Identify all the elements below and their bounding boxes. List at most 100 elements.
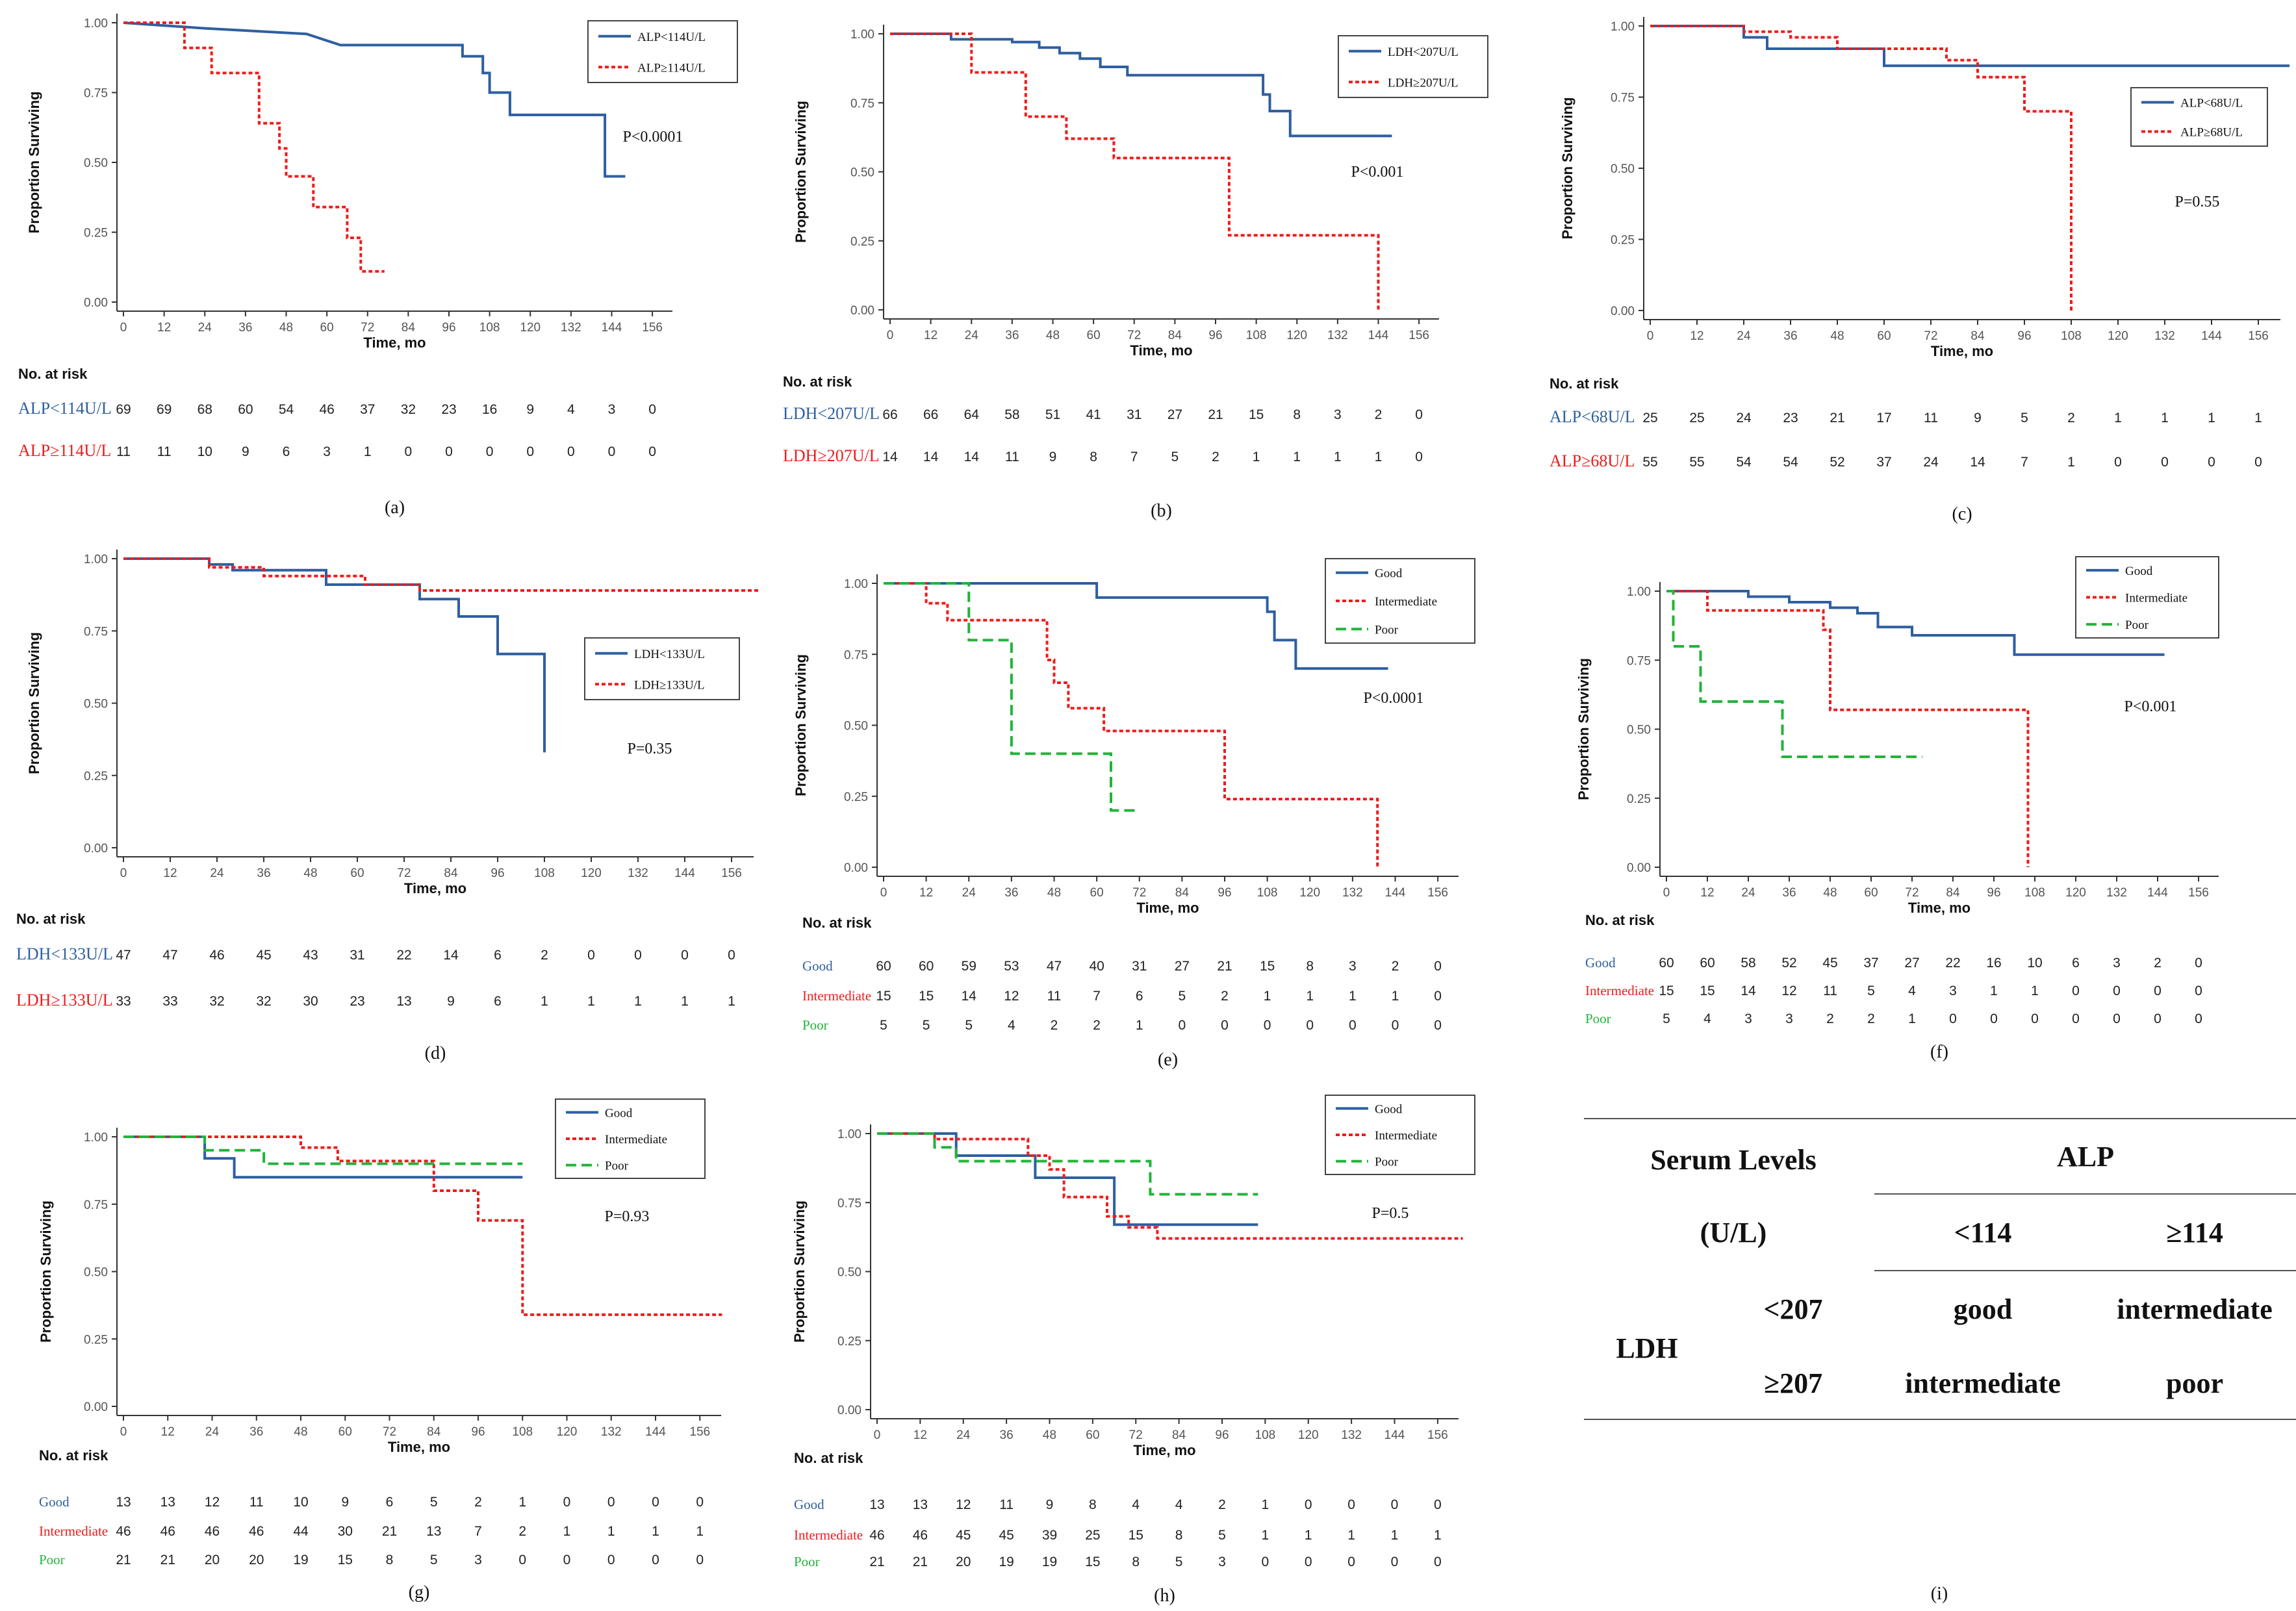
x-tick-label: 24 (962, 886, 976, 900)
legend-label: Poor (605, 1160, 629, 1173)
risk-count: 0 (608, 444, 616, 459)
risk-count: 16 (482, 402, 497, 417)
risk-count: 25 (1689, 411, 1704, 425)
panel-label: (b) (1151, 501, 1172, 521)
y-tick-label: 0.50 (84, 698, 108, 711)
x-tick-label: 144 (1385, 886, 1406, 900)
risk-row-label: Good (802, 958, 833, 974)
risk-count: 8 (1089, 1497, 1097, 1512)
risk-count: 45 (999, 1528, 1014, 1543)
risk-count: 30 (338, 1524, 353, 1539)
risk-count: 0 (1434, 1018, 1442, 1033)
x-tick-label: 36 (249, 1425, 263, 1439)
risk-count: 5 (430, 1495, 438, 1510)
risk-count: 9 (447, 994, 455, 1009)
risk-count: 10 (293, 1495, 308, 1510)
risk-count: 1 (1990, 983, 1998, 998)
legend-label: ALP<68U/L (2180, 97, 2243, 110)
risk-count: 14 (443, 948, 459, 963)
panel-label: (h) (1154, 1586, 1175, 1606)
risk-count: 15 (1085, 1554, 1100, 1569)
panel-label: (i) (1931, 1584, 1948, 1604)
risk-count: 21 (1208, 407, 1223, 422)
x-tick-label: 60 (350, 867, 364, 880)
risk-count: 1 (1349, 989, 1357, 1004)
risk-count: 37 (1863, 956, 1878, 970)
table-col-header: <114 (1954, 1217, 2012, 1249)
panel-label: (c) (1952, 504, 1972, 524)
x-axis-label: Time, mo (1133, 1442, 1195, 1458)
risk-count: 13 (913, 1497, 928, 1512)
x-axis-label: Time, mo (1136, 900, 1199, 916)
risk-count: 12 (956, 1497, 971, 1512)
y-tick-label: 0.75 (84, 87, 108, 101)
x-tick-label: 144 (2147, 886, 2168, 900)
risk-count: 1 (652, 1524, 659, 1539)
risk-count: 0 (1264, 1018, 1271, 1033)
risk-count: 4 (1908, 983, 1916, 998)
risk-count: 15 (1129, 1528, 1143, 1543)
risk-count: 52 (1830, 455, 1844, 470)
risk-row-label: Poor (39, 1552, 65, 1567)
risk-count: 1 (634, 994, 642, 1009)
risk-count: 2 (1212, 450, 1219, 464)
risk-count: 5 (923, 1018, 930, 1033)
x-tick-label: 84 (1172, 1428, 1186, 1442)
km-panel-b: 0.000.250.500.751.000 12 24 36 48 60 72 84 96 108… (783, 25, 1488, 521)
risk-count: 1 (2161, 411, 2169, 425)
y-tick-label: 0.00 (844, 861, 868, 875)
x-tick-label: 120 (2065, 886, 2086, 900)
x-axis-label: Time, mo (1908, 900, 1971, 916)
x-tick-label: 72 (397, 867, 411, 880)
risk-count: 47 (116, 948, 131, 963)
x-tick-label: 132 (601, 1425, 622, 1439)
risk-count: 0 (1349, 1018, 1357, 1033)
risk-count: 46 (205, 1524, 220, 1539)
survival-curve-good (884, 582, 1388, 670)
risk-row-label: Good (794, 1497, 824, 1512)
risk-count: 0 (2031, 1011, 2039, 1026)
risk-count: 12 (205, 1495, 220, 1510)
x-tick-label: 84 (427, 1425, 441, 1439)
risk-count: 40 (1089, 959, 1104, 974)
risk-count: 8 (1293, 407, 1301, 422)
risk-count: 0 (2072, 983, 2080, 998)
legend-label: LDH≥133U/L (634, 678, 705, 692)
y-tick-label: 0.75 (837, 1197, 861, 1210)
risk-count: 3 (1218, 1554, 1226, 1569)
risk-count: 3 (2113, 956, 2121, 970)
x-tick-label: 36 (257, 867, 270, 880)
risk-count: 1 (1306, 989, 1314, 1004)
risk-count: 31 (1127, 407, 1142, 422)
risk-table-title: No. at risk (1550, 375, 1619, 392)
x-tick-label: 12 (157, 321, 171, 335)
risk-count: 2 (1051, 1018, 1058, 1033)
survival-curve-alp-68u-l (1650, 25, 2290, 68)
legend-label: Intermediate (2125, 592, 2188, 605)
x-tick-label: 132 (1327, 329, 1348, 342)
y-axis-label: Proportion Surviving (38, 1200, 54, 1343)
risk-count: 1 (1262, 1528, 1269, 1543)
risk-count: 66 (923, 407, 938, 422)
risk-table-title: No. at risk (16, 911, 86, 927)
y-tick-label: 0.50 (84, 1266, 108, 1280)
y-tick-label: 1.00 (1611, 20, 1635, 34)
risk-count: 2 (1375, 407, 1383, 422)
risk-count: 60 (1659, 956, 1674, 970)
risk-count: 64 (964, 407, 980, 422)
x-tick-label: 48 (1830, 329, 1844, 343)
risk-count: 0 (1949, 1011, 1957, 1026)
risk-count: 0 (1434, 1497, 1442, 1512)
risk-count: 13 (396, 994, 411, 1009)
survival-curve-intermediate (1666, 590, 2030, 867)
km-panel-a: 0.000.250.500.751.000 12 24 36 48 60 72 84 96 108… (18, 14, 738, 518)
risk-count: 0 (634, 948, 642, 963)
legend-label: Good (605, 1106, 633, 1120)
survival-curve-ldh-207u-l (890, 32, 1392, 138)
x-tick-label: 108 (1255, 1428, 1276, 1442)
risk-count: 4 (567, 402, 575, 417)
risk-count: 58 (1004, 407, 1019, 422)
x-tick-label: 144 (1384, 1428, 1405, 1442)
x-tick-label: 36 (1004, 886, 1018, 900)
x-tick-label: 156 (642, 321, 663, 335)
